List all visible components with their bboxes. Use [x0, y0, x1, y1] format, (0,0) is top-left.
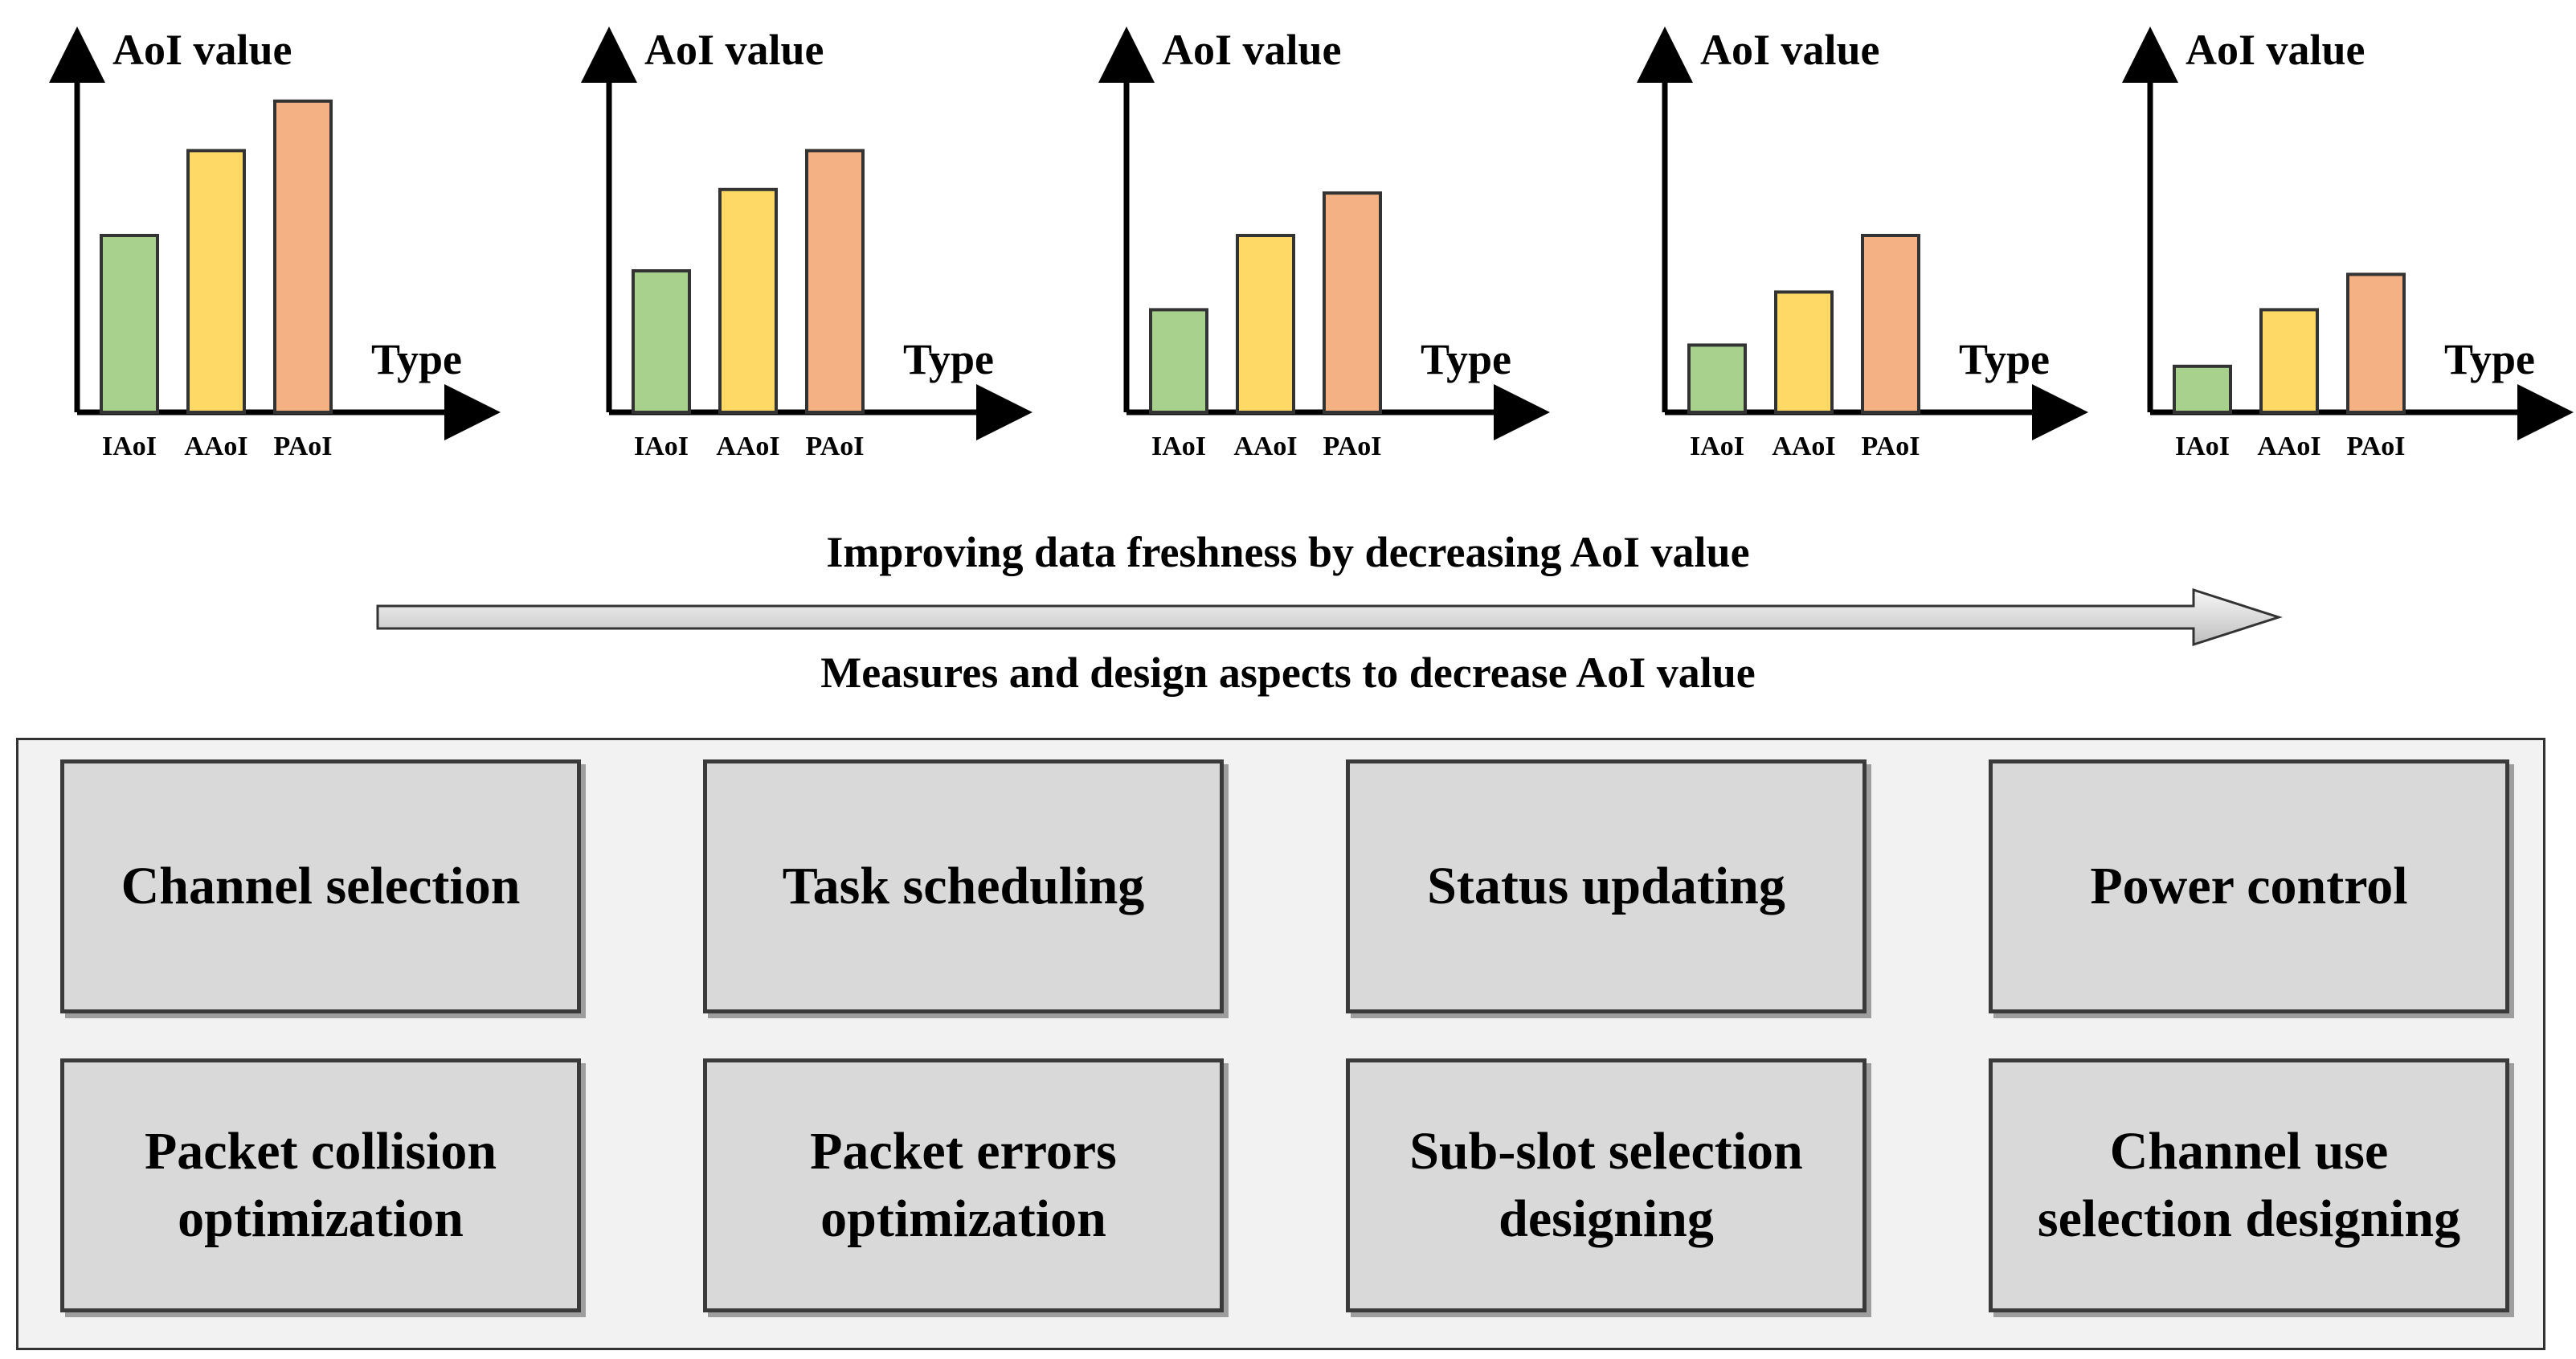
aoi-charts: AoI value Type IAoI AAoI PAoI AoI value Type IA…	[48, 26, 2574, 461]
bar-paoi	[1861, 234, 1920, 414]
measure-box-packet-errors-optimization: Packet errors optimization	[703, 1058, 1224, 1312]
x-axis-label: Type	[1959, 335, 2050, 383]
tick-label-iaoi: IAoI	[1151, 432, 1206, 461]
x-axis-label: Type	[1421, 335, 1511, 383]
tick-label-paoi: PAoI	[273, 432, 332, 461]
bar-aaoi	[1236, 234, 1295, 414]
tick-label-aaoi: AAoI	[1772, 432, 1835, 461]
bar-iaoi	[1687, 343, 1747, 414]
measure-box-channel-use-selection-designing: Channel use selection designing	[1989, 1058, 2509, 1312]
x-axis-label: Type	[371, 335, 462, 383]
y-axis-label: AoI value	[2186, 26, 2365, 74]
measures-panel: Channel selection Task scheduling Status u…	[16, 738, 2545, 1350]
tick-label-iaoi: IAoI	[2175, 432, 2230, 461]
bar-iaoi	[2173, 364, 2232, 414]
tick-label-iaoi: IAoI	[634, 432, 689, 461]
y-axis-label: AoI value	[644, 26, 824, 74]
y-axis-label: AoI value	[112, 26, 292, 74]
tick-label-aaoi: AAoI	[2257, 432, 2320, 461]
x-axis-label: Type	[2444, 335, 2535, 383]
measures-caption: Measures and design aspects to decrease …	[820, 649, 1756, 697]
bar-aaoi	[718, 187, 778, 415]
x-axis-label: Type	[903, 335, 994, 383]
progress-arrow	[376, 587, 2283, 647]
measure-box-packet-collision-optimization: Packet collision optimization	[60, 1058, 581, 1312]
bar-aaoi	[2259, 308, 2319, 414]
y-axis-label: AoI value	[1700, 26, 1880, 74]
aoi-chart-4: AoI value Type IAoI AAoI PAoI	[1637, 26, 2088, 461]
measure-box-task-scheduling: Task scheduling	[703, 759, 1224, 1013]
tick-label-paoi: PAoI	[1861, 432, 1920, 461]
tick-label-iaoi: IAoI	[1690, 432, 1744, 461]
tick-label-aaoi: AAoI	[1233, 432, 1297, 461]
bar-paoi	[1323, 191, 1382, 414]
aoi-chart-1: AoI value Type IAoI AAoI PAoI	[48, 26, 501, 461]
y-axis-label: AoI value	[1162, 26, 1342, 74]
bar-paoi	[2346, 272, 2406, 414]
measure-box-power-control: Power control	[1989, 759, 2509, 1013]
measure-box-status-updating: Status updating	[1346, 759, 1867, 1013]
aoi-chart-2: AoI value Type IAoI AAoI PAoI	[581, 26, 1032, 461]
freshness-caption: Improving data freshness by decreasing A…	[826, 528, 1750, 576]
bar-iaoi	[632, 269, 691, 414]
bar-paoi	[273, 99, 333, 415]
tick-label-iaoi: IAoI	[102, 432, 157, 461]
tick-label-paoi: PAoI	[1323, 432, 1381, 461]
aoi-chart-5: AoI value Type IAoI AAoI PAoI	[2122, 26, 2574, 461]
tick-label-aaoi: AAoI	[716, 432, 779, 461]
tick-label-aaoi: AAoI	[184, 432, 247, 461]
bar-paoi	[805, 149, 865, 414]
aoi-chart-3: AoI value Type IAoI AAoI PAoI	[1098, 26, 1550, 461]
bar-aaoi	[186, 149, 246, 414]
bar-aaoi	[1774, 290, 1834, 414]
tick-label-paoi: PAoI	[805, 432, 864, 461]
bar-iaoi	[1149, 308, 1208, 414]
measure-box-channel-selection: Channel selection	[60, 759, 581, 1013]
tick-label-paoi: PAoI	[2346, 432, 2405, 461]
bar-iaoi	[100, 234, 159, 414]
measure-box-sub-slot-selection-designing: Sub-slot selection designing	[1346, 1058, 1867, 1312]
